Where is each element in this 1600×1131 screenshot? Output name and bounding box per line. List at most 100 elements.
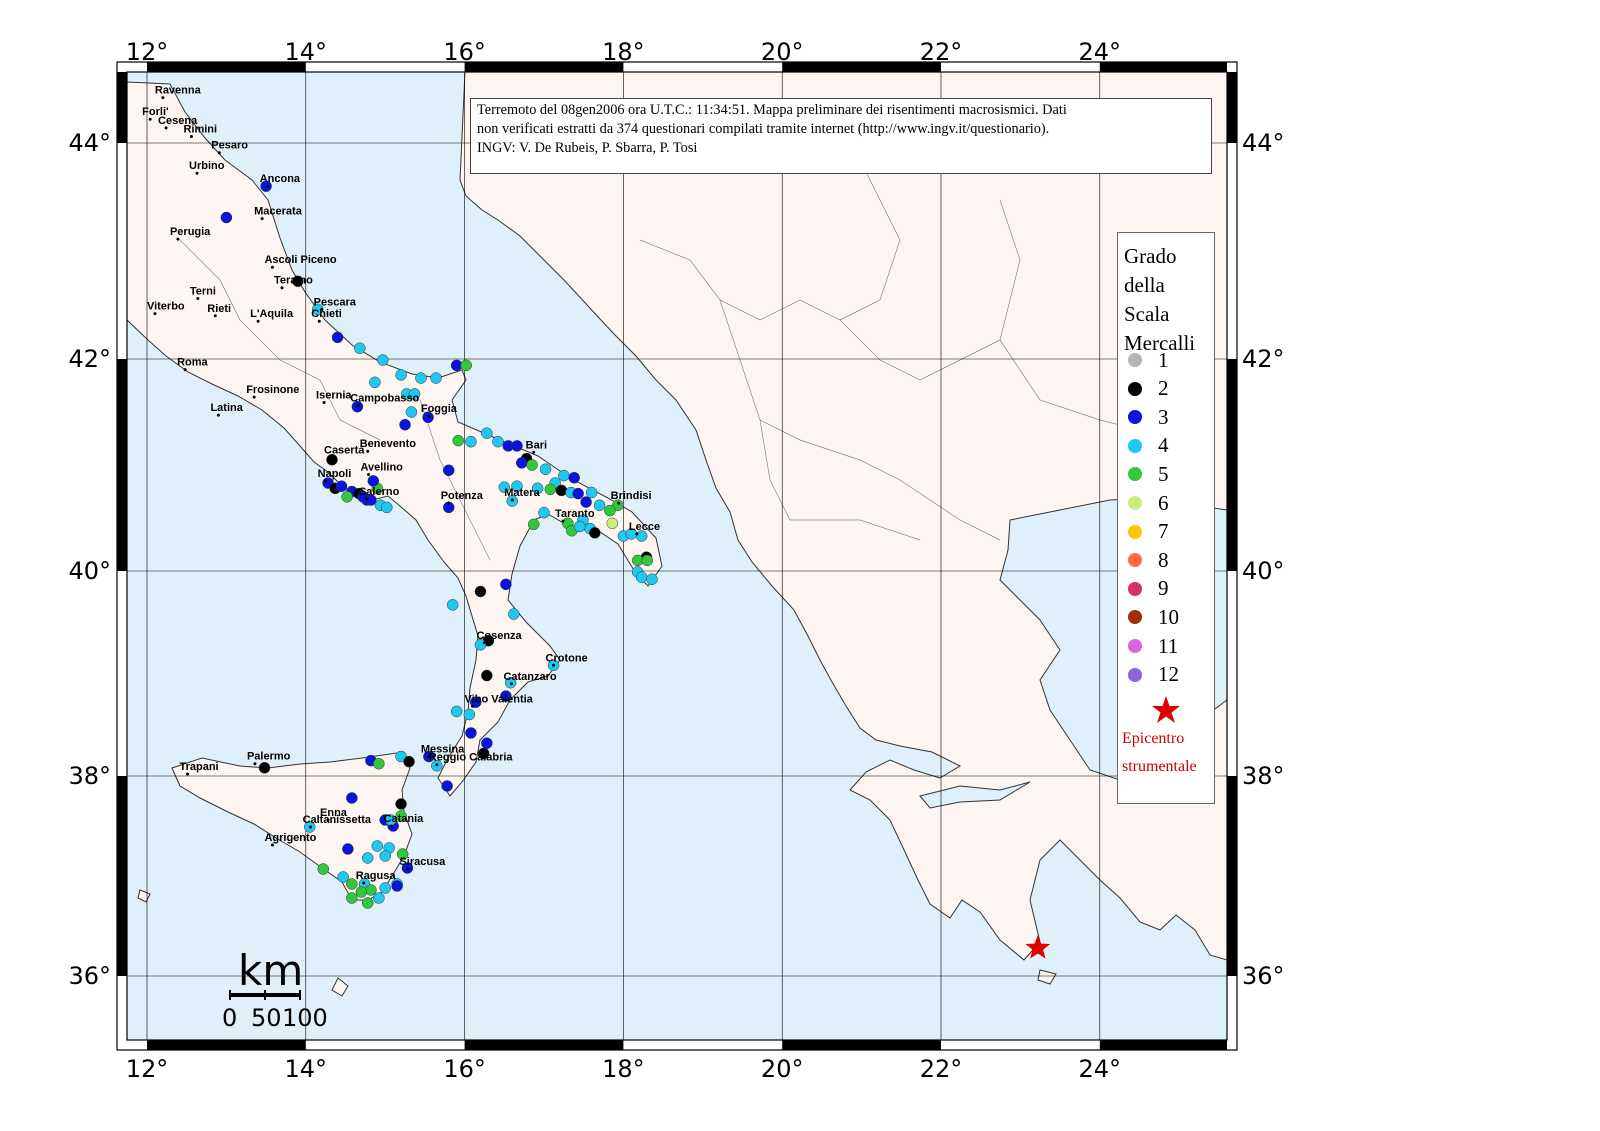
city-label: Rieti: [207, 303, 231, 315]
city-marker: [280, 286, 284, 290]
legend-row: 12: [1128, 662, 1179, 688]
intensity-point: [527, 518, 540, 531]
legend-dot: [1128, 496, 1142, 510]
city-label: Forli': [142, 106, 169, 118]
city-marker: [309, 825, 313, 829]
city-marker: [356, 404, 360, 408]
city-label: Cesena: [158, 115, 198, 127]
epicenter-star-icon: [1025, 935, 1051, 959]
city-marker: [164, 126, 168, 130]
intensity-point: [641, 554, 653, 567]
intensity-point: [331, 331, 344, 344]
city-label: Catanzaro: [503, 671, 556, 683]
lon-tick-top: 24°: [1079, 38, 1122, 66]
city-marker: [366, 449, 370, 453]
scale-label-0: 0: [222, 1004, 237, 1032]
legend-row: 7: [1128, 519, 1169, 545]
intensity-point: [508, 608, 520, 620]
legend-row: 11: [1128, 633, 1178, 659]
intensity-point: [526, 459, 538, 471]
intensity-point: [452, 434, 464, 447]
intensity-point: [635, 571, 648, 583]
city-marker: [252, 395, 256, 399]
legend-grade-label: 5: [1158, 461, 1169, 486]
intensity-point: [354, 342, 366, 354]
city-label: Palermo: [247, 751, 291, 763]
intensity-point: [361, 852, 374, 864]
intensity-point: [365, 494, 377, 506]
lat-tick-left: 38°: [68, 762, 111, 790]
intensity-point: [373, 892, 385, 904]
city-label: Salerno: [359, 486, 400, 498]
city-label: Chieti: [311, 308, 342, 320]
city-marker: [427, 755, 431, 759]
legend-grade-label: 9: [1158, 576, 1169, 601]
intensity-point: [568, 471, 580, 484]
city-marker: [365, 497, 369, 501]
intensity-point: [446, 599, 459, 611]
city-marker: [317, 319, 321, 323]
intensity-point: [346, 878, 358, 890]
intensity-point: [342, 843, 354, 855]
city-label: Perugia: [170, 226, 211, 238]
intensity-point: [538, 506, 550, 519]
city-label: Frosinone: [246, 384, 299, 396]
intensity-point: [555, 484, 568, 497]
star-icon: [1152, 696, 1180, 723]
city-marker: [435, 763, 439, 767]
lon-tick-top: 12°: [126, 38, 169, 66]
city-marker: [510, 498, 514, 502]
intensity-point: [463, 708, 476, 721]
city-label: Latina: [210, 402, 243, 414]
lon-tick-bottom: 14°: [285, 1055, 328, 1083]
scale-label-100: 100: [282, 1004, 328, 1032]
city-marker: [256, 319, 260, 323]
city-marker: [561, 519, 565, 523]
city-label: Ragusa: [356, 870, 397, 882]
lon-tick-bottom: 18°: [602, 1055, 645, 1083]
legend-grade-label: 1: [1158, 347, 1169, 372]
city-marker: [266, 184, 270, 188]
city-label: Pescara: [314, 296, 357, 308]
city-marker: [367, 473, 371, 477]
lat-tick-right: 36°: [1242, 962, 1285, 990]
city-label: Catania: [384, 813, 425, 825]
city-label: Pesaro: [211, 140, 248, 152]
city-marker: [213, 314, 217, 318]
city-marker: [216, 413, 220, 417]
lat-tick-right: 42°: [1242, 345, 1285, 373]
intensity-point: [396, 848, 409, 860]
legend-dot: [1128, 581, 1142, 596]
city-marker: [362, 881, 366, 885]
lat-tick-left: 42°: [68, 345, 111, 373]
intensity-point: [572, 487, 584, 500]
city-marker: [217, 151, 221, 155]
intensity-point: [369, 376, 381, 389]
intensity-point: [395, 810, 407, 822]
intensity-point: [481, 737, 493, 749]
intensity-point: [371, 840, 384, 852]
city-marker: [161, 96, 165, 100]
intensity-point: [326, 453, 338, 466]
city-marker: [260, 217, 264, 221]
legend-grade-label: 3: [1158, 404, 1169, 429]
lat-tick-left: 44°: [68, 129, 111, 157]
legend-grade-label: 11: [1158, 633, 1179, 658]
city-label: Caltanissetta: [303, 814, 372, 826]
intensity-point: [395, 798, 407, 810]
intensity-point: [646, 573, 658, 585]
city-label: Teramo: [274, 275, 313, 287]
city-marker: [270, 843, 274, 847]
city-marker: [253, 762, 257, 766]
intensity-point: [405, 406, 418, 418]
intensity-point: [335, 480, 348, 492]
intensity-point: [346, 792, 358, 804]
lon-tick-bottom: 20°: [761, 1055, 804, 1083]
legend-grade-label: 7: [1158, 519, 1169, 544]
city-marker: [195, 171, 199, 175]
legend-grade-label: 8: [1158, 547, 1169, 572]
city-label: Brindisi: [611, 490, 652, 502]
legend-dot: [1128, 467, 1142, 482]
